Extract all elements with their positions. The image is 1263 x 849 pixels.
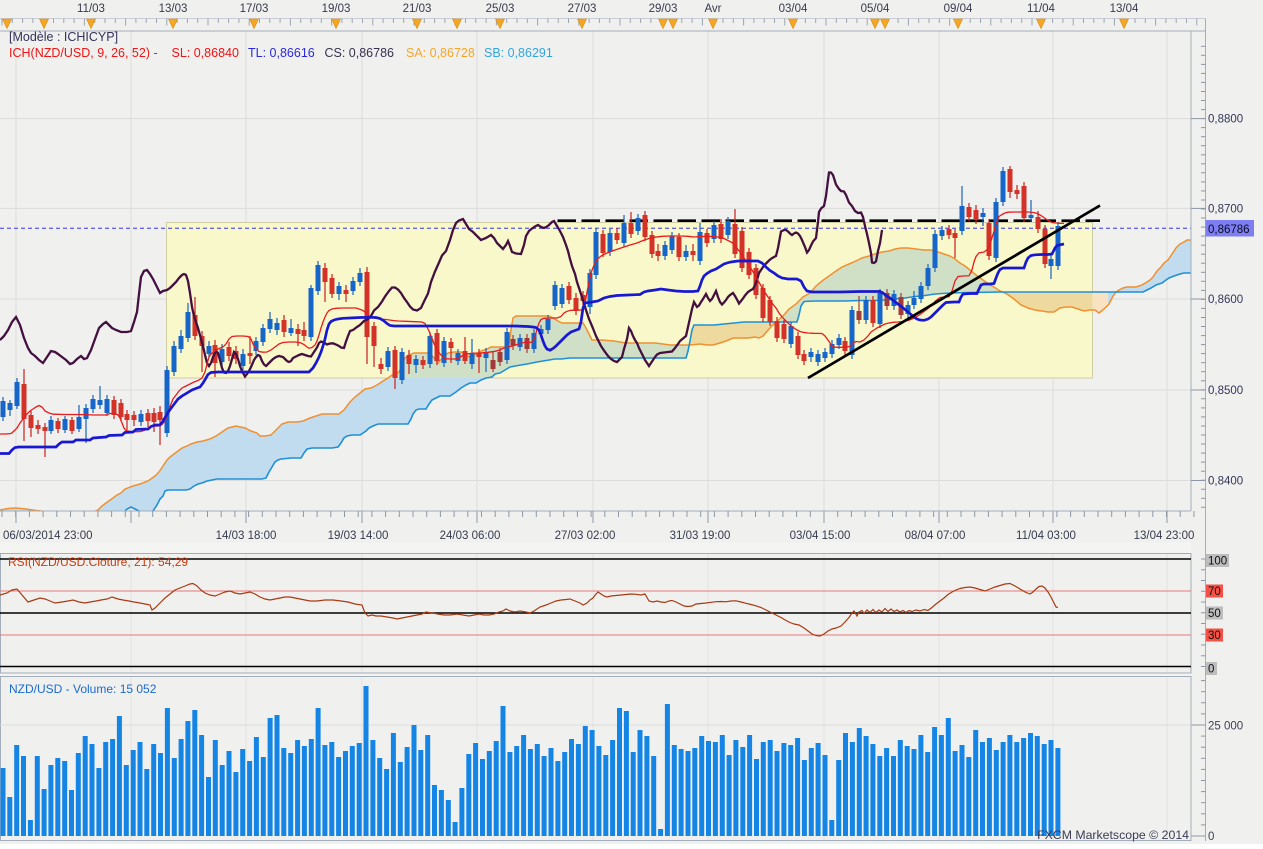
svg-text:ICH(NZD/USD, 9, 26, 52) -: ICH(NZD/USD, 9, 26, 52) - — [9, 46, 158, 60]
svg-text:100: 100 — [1208, 556, 1227, 568]
svg-text:0,8700: 0,8700 — [1208, 203, 1243, 215]
svg-text:13/04 23:00: 13/04 23:00 — [1134, 530, 1195, 542]
svg-text:0,86786: 0,86786 — [1208, 224, 1250, 236]
svg-text:25 000: 25 000 — [1208, 721, 1243, 733]
svg-text:30: 30 — [1208, 630, 1221, 642]
svg-text:0,8800: 0,8800 — [1208, 114, 1243, 126]
svg-text:70: 70 — [1208, 586, 1221, 598]
svg-text:RSI(NZD/USD.Cloture, 21): 54,2: RSI(NZD/USD.Cloture, 21): 54,29 — [8, 555, 188, 569]
svg-text:21/03: 21/03 — [403, 3, 432, 15]
svg-text:27/03: 27/03 — [568, 3, 597, 15]
svg-text:0,8500: 0,8500 — [1208, 385, 1243, 397]
svg-text:0: 0 — [1208, 664, 1214, 676]
svg-text:SL: 0,86840: SL: 0,86840 — [172, 46, 239, 60]
svg-text:24/03 06:00: 24/03 06:00 — [440, 530, 501, 542]
svg-text:19/03 14:00: 19/03 14:00 — [328, 530, 389, 542]
svg-text:TL: 0,86616: TL: 0,86616 — [248, 46, 315, 60]
svg-text:06/03/2014 23:00: 06/03/2014 23:00 — [3, 530, 93, 542]
svg-text:17/03: 17/03 — [240, 3, 269, 15]
svg-text:11/03: 11/03 — [77, 3, 105, 15]
svg-text:09/04: 09/04 — [944, 3, 973, 15]
svg-text:SB: 0,86291: SB: 0,86291 — [484, 46, 553, 60]
svg-text:27/03 02:00: 27/03 02:00 — [555, 530, 616, 542]
svg-text:Avr: Avr — [704, 3, 721, 15]
svg-text:13/03: 13/03 — [159, 3, 188, 15]
svg-text:[Modèle : ICHICYP]: [Modèle : ICHICYP] — [9, 30, 118, 44]
svg-text:0,8600: 0,8600 — [1208, 294, 1243, 306]
svg-text:05/04: 05/04 — [861, 3, 890, 15]
svg-text:11/04 03:00: 11/04 03:00 — [1016, 530, 1076, 542]
svg-text:13/04: 13/04 — [1110, 3, 1139, 15]
svg-text:14/03 18:00: 14/03 18:00 — [216, 530, 277, 542]
svg-text:03/04 15:00: 03/04 15:00 — [790, 530, 851, 542]
svg-text:03/04: 03/04 — [779, 3, 808, 15]
svg-text:FXCM Marketscope © 2014: FXCM Marketscope © 2014 — [1037, 828, 1189, 842]
svg-text:25/03: 25/03 — [486, 3, 515, 15]
svg-text:0,8400: 0,8400 — [1208, 476, 1243, 488]
svg-text:0: 0 — [1208, 831, 1214, 843]
svg-text:SA: 0,86728: SA: 0,86728 — [406, 46, 475, 60]
svg-text:11/04: 11/04 — [1027, 3, 1056, 15]
svg-text:NZD/USD - Volume: 15 052: NZD/USD - Volume: 15 052 — [9, 682, 157, 696]
svg-text:CS: 0,86786: CS: 0,86786 — [325, 46, 395, 60]
svg-text:08/04 07:00: 08/04 07:00 — [905, 530, 966, 542]
svg-text:19/03: 19/03 — [322, 3, 351, 15]
svg-text:31/03 19:00: 31/03 19:00 — [670, 530, 731, 542]
svg-text:29/03: 29/03 — [649, 3, 678, 15]
svg-text:50: 50 — [1208, 608, 1221, 620]
